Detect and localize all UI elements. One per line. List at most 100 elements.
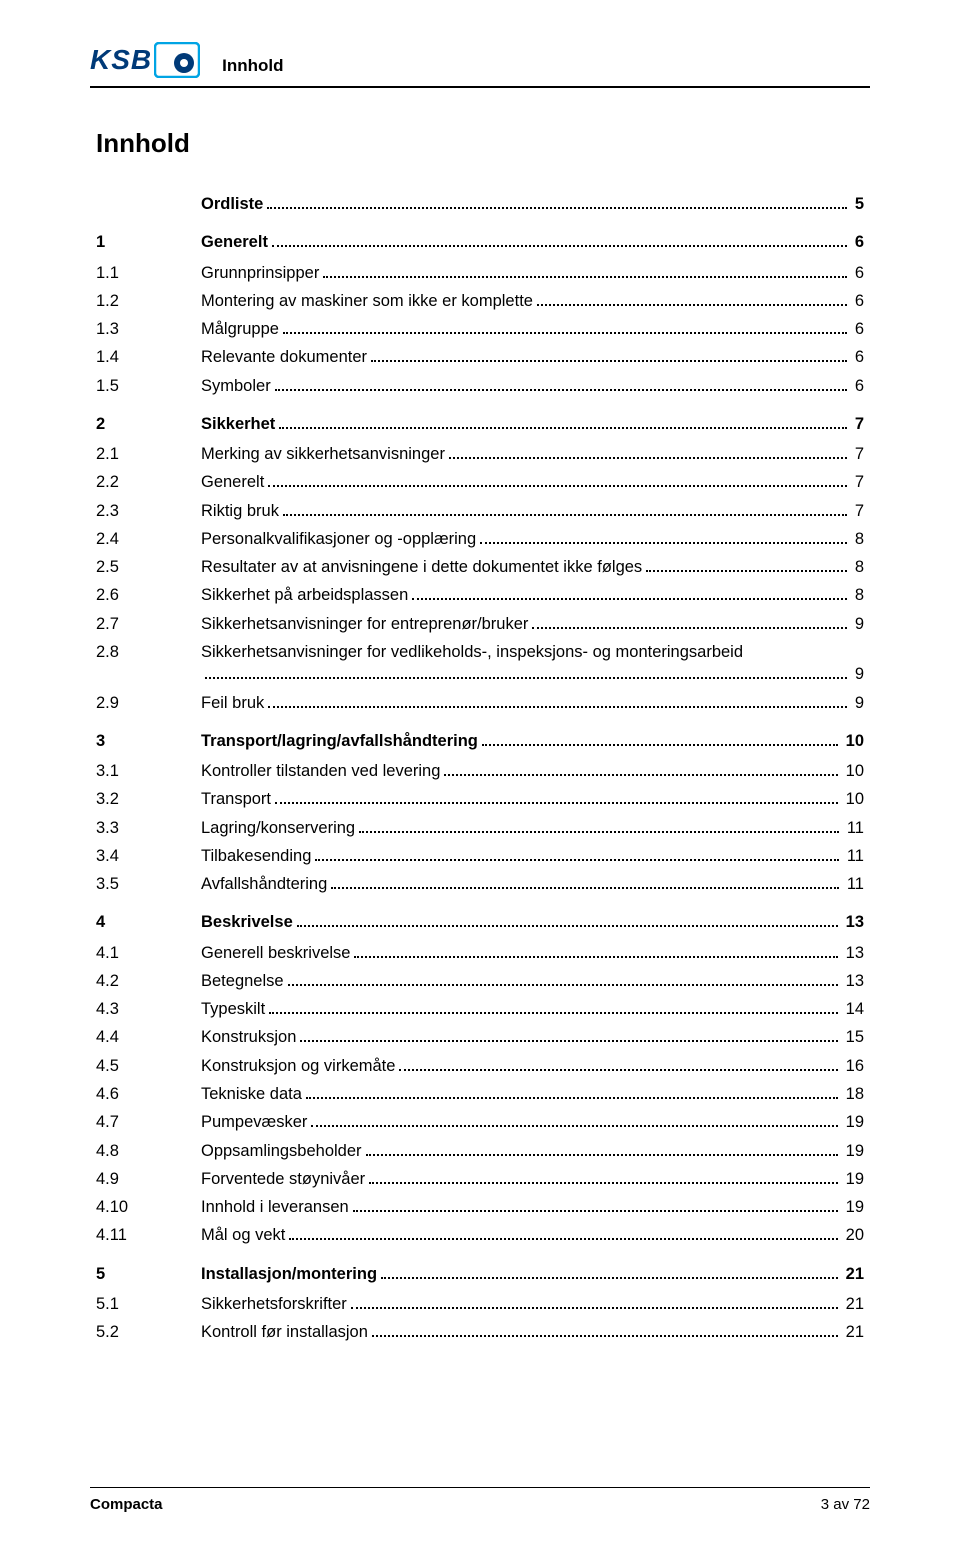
toc-number: 2.2 (96, 471, 201, 493)
toc-page: 8 (851, 528, 864, 550)
toc-row: 3Transport/lagring/avfallshåndtering 10 (96, 730, 864, 752)
toc-row: 3.5Avfallshåndtering 11 (96, 873, 864, 895)
toc-row: 2.3Riktig bruk 7 (96, 500, 864, 522)
toc-page: 19 (842, 1111, 864, 1133)
toc-row: 2.9Feil bruk 9 (96, 692, 864, 714)
toc-label: Typeskilt (201, 998, 265, 1020)
toc-number: 4.9 (96, 1168, 201, 1190)
toc-page: 9 (851, 692, 864, 714)
toc-label: Målgruppe (201, 318, 279, 340)
toc-page: 19 (842, 1196, 864, 1218)
page-header: KSB Innhold (90, 42, 870, 78)
toc-number: 3.3 (96, 817, 201, 839)
toc-label: Forventede støynivåer (201, 1168, 365, 1190)
toc-page: 9 (851, 613, 864, 635)
toc-row: 4.4Konstruksjon 15 (96, 1026, 864, 1048)
toc-label: Resultater av at anvisningene i dette do… (201, 556, 642, 578)
toc-label: Feil bruk (201, 692, 264, 714)
toc-leader-dots (449, 457, 847, 459)
toc-label: Mål og vekt (201, 1224, 285, 1246)
toc-row: 1.3Målgruppe 6 (96, 318, 864, 340)
toc-label: Kontroller tilstanden ved levering (201, 760, 440, 782)
toc-number: 5.2 (96, 1321, 201, 1343)
toc-label: Konstruksjon og virkemåte (201, 1055, 395, 1077)
toc-page: 15 (842, 1026, 864, 1048)
toc-row: 5.2Kontroll før installasjon 21 (96, 1321, 864, 1343)
toc-label: Symboler (201, 375, 271, 397)
footer-row: Compacta 3 av 72 (90, 1496, 870, 1513)
toc-leader-dots (399, 1069, 837, 1071)
toc-label: Sikkerhet på arbeidsplassen (201, 584, 408, 606)
toc-label: Riktig bruk (201, 500, 279, 522)
page: KSB Innhold Innhold Ordliste 51Generelt … (0, 0, 960, 1549)
toc-page: 7 (851, 500, 864, 522)
toc-page: 21 (842, 1293, 864, 1315)
toc-leader-dots (412, 598, 847, 600)
toc-row: 1.2Montering av maskiner som ikke er kom… (96, 290, 864, 312)
toc-page: 13 (842, 970, 864, 992)
toc-number: 4.11 (96, 1224, 201, 1246)
brand-icon (154, 42, 200, 78)
toc-number: 5.1 (96, 1293, 201, 1315)
toc-leader-dots (371, 360, 847, 362)
toc-leader-dots (315, 859, 838, 861)
toc-label: Tilbakesending (201, 845, 311, 867)
toc-row: 2.7Sikkerhetsanvisninger for entreprenør… (96, 613, 864, 635)
toc-number: 2.8 (96, 641, 201, 663)
toc-leader-dots (283, 332, 847, 334)
toc-label: Konstruksjon (201, 1026, 296, 1048)
toc-number: 4 (96, 911, 201, 933)
toc-row: 3.1Kontroller tilstanden ved levering 10 (96, 760, 864, 782)
toc-page: 10 (842, 788, 864, 810)
toc-row: 2.5Resultater av at anvisningene i dette… (96, 556, 864, 578)
toc-page: 6 (851, 346, 864, 368)
toc-leader-dots (646, 570, 847, 572)
toc-page: 8 (851, 556, 864, 578)
toc-page: 21 (842, 1263, 864, 1285)
toc-number: 4.10 (96, 1196, 201, 1218)
toc-number: 4.1 (96, 942, 201, 964)
toc-row: 4.10Innhold i leveransen 19 (96, 1196, 864, 1218)
toc-leader-dots (268, 706, 847, 708)
toc-label: Installasjon/montering (201, 1263, 377, 1285)
toc-number: 2.4 (96, 528, 201, 550)
footer-rule (90, 1487, 870, 1488)
toc-row: 3.2Transport 10 (96, 788, 864, 810)
toc-leader-dots (323, 276, 847, 278)
toc-label: Lagring/konservering (201, 817, 355, 839)
toc-number: 2 (96, 413, 201, 435)
toc-label: Oppsamlingsbeholder (201, 1140, 362, 1162)
toc-leader-dots (372, 1335, 838, 1337)
toc-leader-dots (444, 774, 837, 776)
toc-row: 3.3Lagring/konservering 11 (96, 817, 864, 839)
toc-leader-dots (268, 485, 847, 487)
toc-label: Sikkerhetsanvisninger for entreprenør/br… (201, 613, 528, 635)
toc-page: 11 (843, 817, 864, 839)
toc-page: 9 (851, 663, 864, 685)
toc-leader-dots (275, 389, 847, 391)
toc-row: 1Generelt 6 (96, 231, 864, 253)
toc-leader-dots (267, 207, 846, 209)
toc-number: 2.6 (96, 584, 201, 606)
toc-row: 4.6Tekniske data 18 (96, 1083, 864, 1105)
toc-leader-dots (205, 677, 847, 679)
toc-number: 5 (96, 1263, 201, 1285)
header-rule (90, 86, 870, 88)
toc-leader-dots (369, 1182, 837, 1184)
toc-leader-dots (300, 1040, 837, 1042)
toc-label: Sikkerhet (201, 413, 275, 435)
toc-label: Sikkerhetsforskrifter (201, 1293, 347, 1315)
toc-row: 2Sikkerhet 7 (96, 413, 864, 435)
toc-page: 18 (842, 1083, 864, 1105)
toc-page: 6 (851, 290, 864, 312)
toc-number: 4.5 (96, 1055, 201, 1077)
toc-row: 4.2Betegnelse 13 (96, 970, 864, 992)
toc-page: 6 (851, 375, 864, 397)
toc-page: 10 (842, 730, 864, 752)
toc-page: 10 (842, 760, 864, 782)
toc-leader-dots (279, 427, 847, 429)
toc-page: 7 (851, 443, 864, 465)
toc-row: 2.2Generelt 7 (96, 471, 864, 493)
toc-label: Generelt (201, 231, 268, 253)
toc-leader-dots (537, 304, 847, 306)
